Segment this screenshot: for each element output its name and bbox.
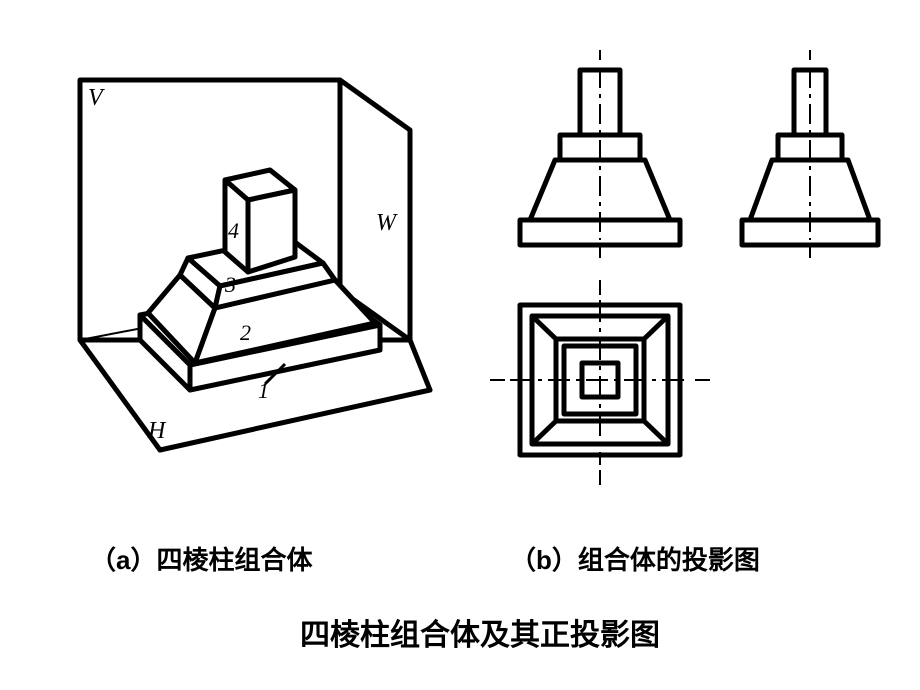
caption-a: （a）四棱柱组合体 xyxy=(90,540,312,577)
caption-b: （b）组合体的投影图 xyxy=(510,540,760,577)
label-h: H xyxy=(147,418,167,444)
label-1: 1 xyxy=(258,378,269,403)
label-v: V xyxy=(88,85,105,111)
label-2: 2 xyxy=(240,320,251,345)
label-4: 4 xyxy=(228,218,239,243)
diagram-b xyxy=(470,30,900,500)
diagram-a: V W H 1 2 3 4 xyxy=(30,50,460,490)
label-3: 3 xyxy=(224,272,236,297)
figure-container: V W H 1 2 3 4 xyxy=(0,0,920,690)
main-title: 四棱柱组合体及其正投影图 xyxy=(300,610,660,654)
label-w: W xyxy=(376,210,398,236)
